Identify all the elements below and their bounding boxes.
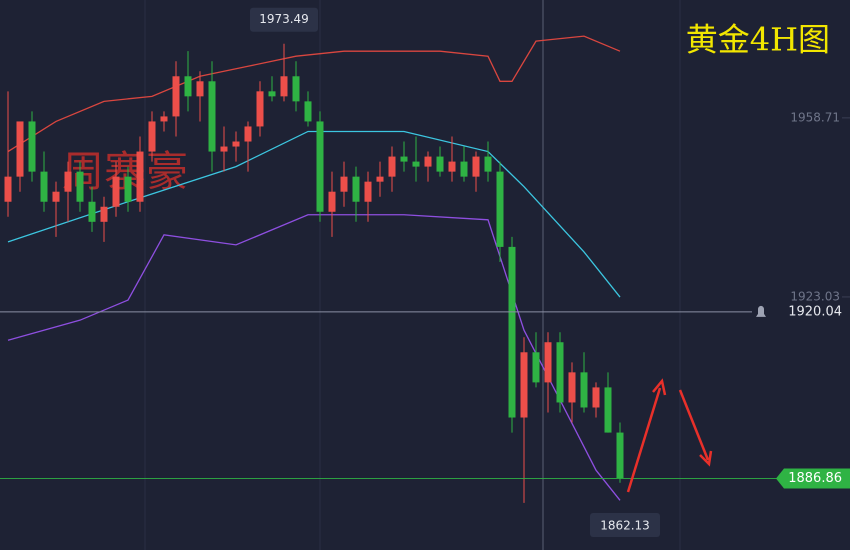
candle-body [280,76,288,97]
candle-body [76,171,84,202]
indicator-line [7,35,621,153]
price-label: 1886.86 [788,471,842,486]
bell-icon [756,305,766,317]
alert-label: 1920.04 [788,304,842,319]
candle-body [184,76,192,97]
candle-body [532,352,540,383]
candle-body [220,146,228,152]
candle-body [484,156,492,172]
candle-body [472,156,480,177]
candle-body [352,176,360,202]
candle-body [196,81,204,97]
y-tick-label: 1958.71 [790,110,840,124]
candle-body [232,141,240,147]
y-tick-label: 1923.03 [790,289,840,303]
candle-body [52,191,60,202]
candle-body [376,176,384,182]
alert-tag [752,300,850,323]
candle-body [580,372,588,408]
candle-body [160,116,168,122]
candle-body [16,121,24,177]
candle-body [400,156,408,162]
candle-body [64,171,72,192]
candle-body [136,151,144,202]
candle-body [460,161,468,177]
candle-body [40,171,48,202]
candle-body [304,101,312,122]
candle-body [292,76,300,102]
candle-body [340,176,348,192]
candle-body [568,372,576,403]
candle-body [172,76,180,117]
candle-body [544,342,552,383]
arrow-head [699,450,713,467]
candle-body [412,161,420,167]
candle-body [112,176,120,207]
candle-body [268,91,276,97]
candle-body [424,156,432,167]
low-tag [590,513,660,537]
high-label: 1973.49 [259,12,309,26]
candle-body [604,387,612,433]
candle-body [316,121,324,212]
high-tag [250,7,318,32]
arrow-down [678,389,710,461]
candle-body [208,81,216,152]
candle-body [88,201,96,222]
plot: 1958.71 1923.03 1973.49 1920.04 1886.86 [0,7,850,503]
candle-body [256,91,264,127]
candle-body [4,176,12,202]
candle-body [28,121,36,172]
candle-body [100,206,108,222]
candle-body [364,181,372,202]
candle-body [592,387,600,408]
candle-body [436,156,444,172]
candle-body [388,156,396,177]
candle-body [328,191,336,212]
indicator-line [7,130,621,298]
candle-body [508,246,516,418]
candle-body [556,342,564,403]
low-annotation: 1862.13 [600,519,650,533]
candle-body [616,432,624,479]
candle-body [244,126,252,142]
arrow-head [652,378,667,396]
candle-body [520,352,528,418]
candle-body [148,121,156,152]
candle-body [124,176,132,202]
price-tag [776,468,850,489]
candle-body [448,161,456,172]
arrow-up [626,387,662,493]
candle-body [496,171,504,247]
chart-title: 黄金4H图 [686,21,830,59]
